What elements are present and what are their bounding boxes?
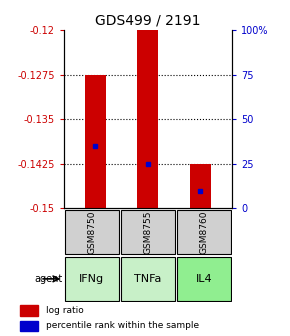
Bar — [137, 30, 158, 208]
Title: GDS499 / 2191: GDS499 / 2191 — [95, 14, 201, 28]
Text: IL4: IL4 — [196, 274, 212, 284]
Bar — [65, 257, 119, 301]
Bar — [177, 257, 231, 301]
Bar — [190, 164, 211, 208]
Bar — [121, 210, 175, 254]
Text: TNFa: TNFa — [134, 274, 162, 284]
Text: GSM8750: GSM8750 — [87, 210, 96, 254]
Text: percentile rank within the sample: percentile rank within the sample — [46, 322, 199, 331]
Bar — [121, 257, 175, 301]
Bar — [20, 321, 38, 331]
Text: agent: agent — [35, 274, 63, 284]
Text: GSM8760: GSM8760 — [200, 210, 209, 254]
Text: IFNg: IFNg — [79, 274, 104, 284]
Bar — [85, 75, 106, 208]
Bar — [20, 305, 38, 316]
Bar — [65, 210, 119, 254]
Text: GSM8755: GSM8755 — [143, 210, 153, 254]
Text: log ratio: log ratio — [46, 306, 84, 316]
Bar — [177, 210, 231, 254]
